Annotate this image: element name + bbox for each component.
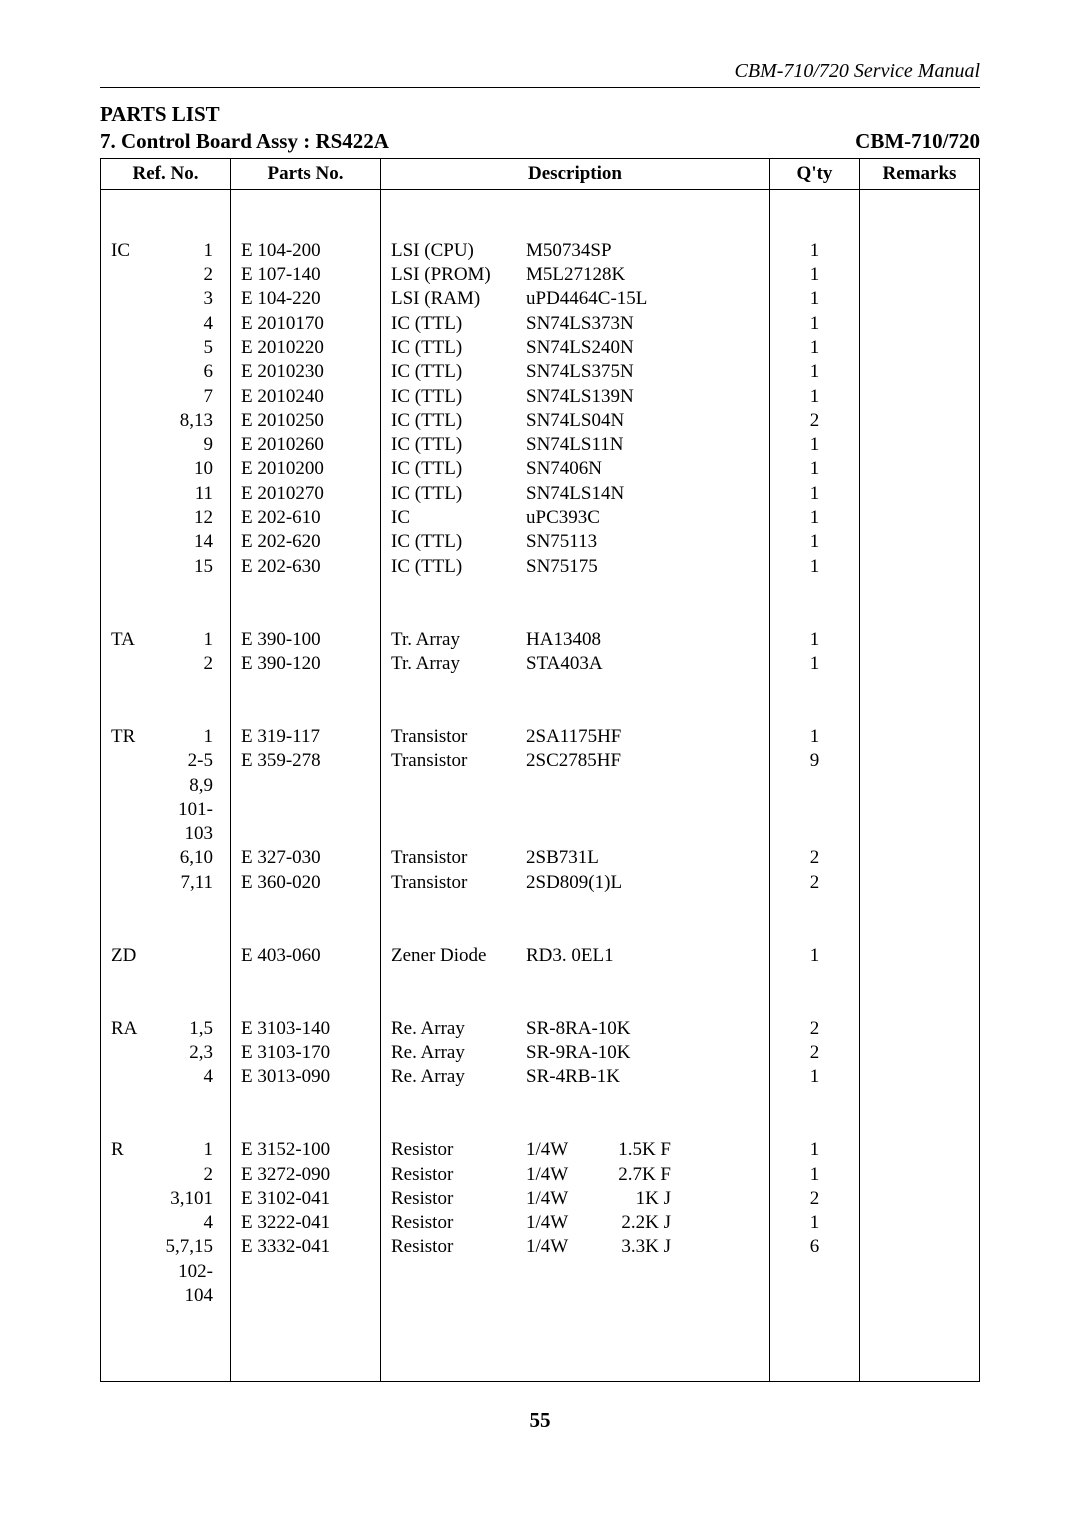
- table-row: 7E 2010240IC (TTL)SN74LS139N1: [101, 385, 980, 409]
- table-row: 2,3E 3103-170Re. ArraySR-9RA-10K2: [101, 1041, 980, 1065]
- table-row: 11E 2010270IC (TTL)SN74LS14N1: [101, 482, 980, 506]
- table-row: 4E 3222-041Resistor1/4W2.2K J1: [101, 1211, 980, 1235]
- table-row: 8,13E 2010250IC (TTL)SN74LS04N2: [101, 409, 980, 433]
- table-row: 15E 202-630IC (TTL)SN751751: [101, 555, 980, 579]
- table-row: 3E 104-220LSI (RAM)uPD4464C-15L1: [101, 287, 980, 311]
- col-desc: Description: [381, 159, 770, 190]
- table-row: [101, 190, 980, 215]
- table-row: 10E 2010200IC (TTL)SN7406N1: [101, 457, 980, 481]
- table-row: 5E 2010220IC (TTL)SN74LS240N1: [101, 336, 980, 360]
- parts-table: Ref. No. Parts No. Description Q'ty Rema…: [100, 158, 980, 1382]
- page-number: 55: [100, 1408, 980, 1433]
- header-row: Ref. No. Parts No. Description Q'ty Rema…: [101, 159, 980, 190]
- table-row: 6,10E 327-030Transistor2SB731L2: [101, 846, 980, 870]
- table-row: 6E 2010230IC (TTL)SN74LS375N1: [101, 360, 980, 384]
- table-row: 7,11E 360-020Transistor2SD809(1)L2: [101, 871, 980, 895]
- doc-header: CBM-710/720 Service Manual: [100, 60, 980, 83]
- table-row: 14E 202-620IC (TTL)SN751131: [101, 530, 980, 554]
- parts-body: IC1E 104-200LSI (CPU)M50734SP12E 107-140…: [101, 190, 980, 1382]
- table-row: [101, 992, 980, 1016]
- subtitle-right: CBM-710/720: [855, 129, 980, 154]
- table-row: [101, 919, 980, 943]
- table-row: [101, 968, 980, 992]
- table-row: [101, 676, 980, 700]
- subtitle-left: 7. Control Board Assy : RS422A: [100, 129, 389, 154]
- table-row: [101, 1357, 980, 1382]
- table-row: TA1E 390-100Tr. ArrayHA134081: [101, 628, 980, 652]
- table-row: 2E 107-140LSI (PROM)M5L27128K1: [101, 263, 980, 287]
- table-row: [101, 579, 980, 603]
- subtitle-row: 7. Control Board Assy : RS422A CBM-710/7…: [100, 129, 980, 154]
- table-row: [101, 1090, 980, 1114]
- table-row: IC1E 104-200LSI (CPU)M50734SP1: [101, 239, 980, 263]
- parts-list-title: PARTS LIST: [100, 102, 980, 127]
- table-row: R1E 3152-100Resistor1/4W1.5K F1: [101, 1138, 980, 1162]
- col-refno: Ref. No.: [101, 159, 231, 190]
- table-row: [101, 1114, 980, 1138]
- page: CBM-710/720 Service Manual PARTS LIST 7.…: [0, 0, 1080, 1473]
- table-row: 4E 2010170IC (TTL)SN74LS373N1: [101, 312, 980, 336]
- table-row: 101-103: [101, 798, 980, 847]
- table-row: 2-5E 359-278Transistor2SC2785HF9: [101, 749, 980, 773]
- table-row: [101, 895, 980, 919]
- table-row: ZDE 403-060Zener DiodeRD3. 0EL11: [101, 944, 980, 968]
- table-row: [101, 214, 980, 238]
- table-row: 102-104: [101, 1260, 980, 1309]
- table-row: 9E 2010260IC (TTL)SN74LS11N1: [101, 433, 980, 457]
- table-row: [101, 1333, 980, 1357]
- table-row: [101, 701, 980, 725]
- table-row: [101, 1308, 980, 1332]
- table-row: 3,101E 3102-041Resistor1/4W1K J2: [101, 1187, 980, 1211]
- table-row: [101, 603, 980, 627]
- table-row: 12E 202-610ICuPC393C1: [101, 506, 980, 530]
- table-row: 4E 3013-090Re. ArraySR-4RB-1K1: [101, 1065, 980, 1089]
- col-rem: Remarks: [860, 159, 980, 190]
- col-qty: Q'ty: [770, 159, 860, 190]
- table-row: 2E 390-120Tr. ArraySTA403A1: [101, 652, 980, 676]
- table-row: 5,7,15E 3332-041Resistor1/4W3.3K J6: [101, 1235, 980, 1259]
- table-row: 2E 3272-090Resistor1/4W2.7K F1: [101, 1163, 980, 1187]
- table-row: TR1E 319-117Transistor2SA1175HF1: [101, 725, 980, 749]
- col-parts: Parts No.: [231, 159, 381, 190]
- table-row: 8,9: [101, 774, 980, 798]
- table-row: RA1,5E 3103-140Re. ArraySR-8RA-10K2: [101, 1017, 980, 1041]
- header-rule: [100, 87, 980, 88]
